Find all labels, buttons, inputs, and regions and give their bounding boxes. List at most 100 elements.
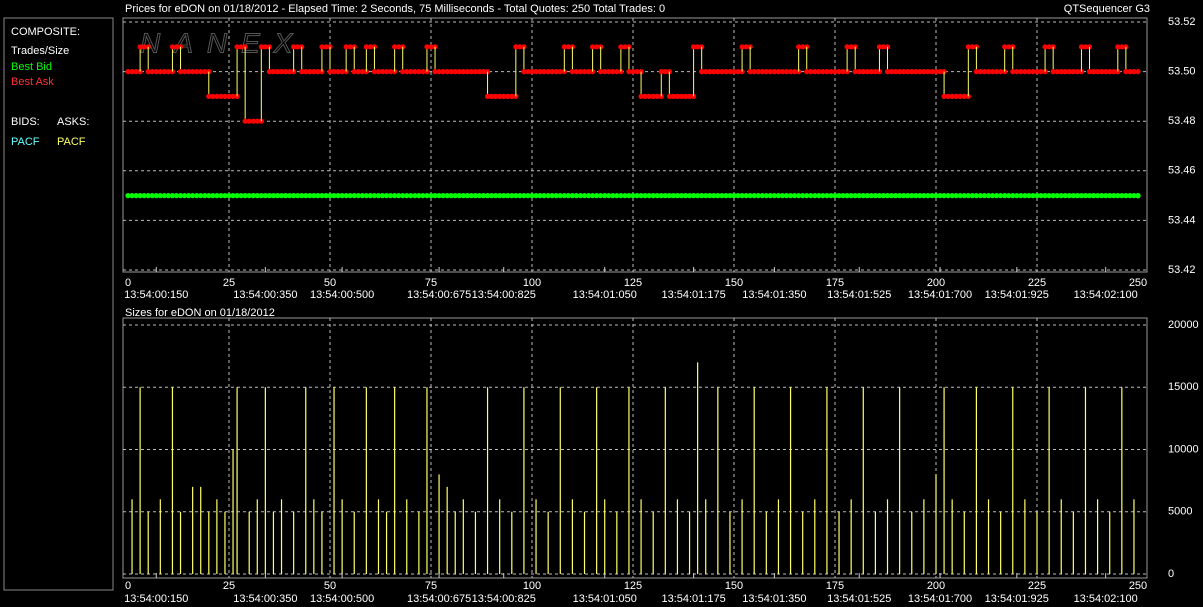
time-tick-label: 13:54:00:825 [472,289,536,301]
quote-dot [444,193,450,199]
legend-panel [3,17,114,591]
quote-dot [933,69,939,75]
price-segment [145,69,176,75]
quote-dot [299,193,305,199]
y-tick-label: 53.46 [1168,165,1196,177]
quote-dot [856,193,862,199]
quote-dot [230,193,236,199]
time-tick-label: 13:54:02:100 [1074,593,1138,605]
quote-dot [994,193,1000,199]
quote-dot [626,193,632,199]
quote-dot [497,193,503,199]
quote-dot [884,69,891,75]
quote-dot [719,69,725,75]
quote-dot [800,193,806,199]
quote-dot [319,44,325,50]
quote-dot [691,44,697,50]
price-segment [852,69,883,75]
quote-dot [650,193,656,199]
quote-dot [957,93,963,99]
quote-dot [614,193,620,199]
x-tick-label: 50 [324,277,336,289]
quote-dot [638,93,644,99]
quote-dot [218,193,224,199]
quote-dot [388,193,394,199]
quote-dot [545,193,551,199]
quote-dot [581,193,588,199]
quote-dot [771,193,778,199]
quote-dot [767,193,773,199]
quote-dot [1103,193,1109,199]
quote-dot [929,69,935,75]
quote-dot [1038,193,1044,199]
quote-dot [1054,69,1060,75]
quote-dot [509,193,515,199]
quote-dot [489,193,495,199]
quote-dot [355,193,361,199]
quote-dot [715,69,721,75]
quote-dot [472,69,479,75]
quote-dot [186,193,192,199]
quote-dot [254,118,260,124]
quote-dot [242,118,248,124]
quote-dot [335,69,341,75]
quote-dot [480,193,487,199]
price-segment [327,69,349,75]
quote-dot [824,69,830,75]
quote-dot [266,193,272,199]
time-tick-label: 13:54:01:350 [742,593,806,605]
quote-dot [747,69,753,75]
quote-dot [392,44,398,50]
quote-dot [614,69,620,75]
quote-dot [699,69,705,75]
quote-dot [367,44,373,50]
chart-title: Sizes for eDON on 01/18/2012 [125,307,275,319]
quote-dot [662,193,668,199]
quote-dot [638,193,644,199]
x-tick-label: 225 [1028,277,1046,289]
quote-dot [888,193,895,199]
price-segment [561,44,576,50]
quote-dot [565,44,571,50]
quote-dot [307,69,313,75]
quote-dot [448,193,454,199]
quote-dot [618,44,624,50]
quote-dot [181,69,188,75]
price-segment [1135,193,1141,199]
quote-dot [169,44,176,50]
quote-dot [751,69,757,75]
quote-dot [388,69,394,75]
quote-dot [715,193,721,199]
quote-dot [921,69,927,75]
quote-dot [226,193,232,199]
quote-dot [759,69,765,75]
quote-dot [836,69,842,75]
quote-dot [654,93,660,99]
quote-dot [1054,193,1060,199]
quote-dot [1095,69,1101,75]
legend-entry: PACF [57,136,86,148]
quote-dot [836,193,842,199]
quote-dot [242,193,248,199]
quote-dot [674,193,681,199]
time-tick-label: 13:54:01:175 [661,593,725,605]
quote-dot [186,69,192,75]
quote-dot [1074,69,1080,75]
quote-dot [404,69,410,75]
quote-dot [1050,69,1056,75]
quote-dot [347,44,353,50]
quote-dot [1099,193,1105,199]
price-segment [206,93,240,99]
quote-dot [1090,193,1097,199]
quote-dot [630,69,636,75]
quote-dot [125,69,131,75]
quote-dot [755,193,761,199]
quote-dot [230,93,236,99]
legend-heading: ASKS: [57,116,89,128]
quote-dot [153,69,159,75]
quote-dot [161,193,167,199]
quote-dot [181,193,188,199]
quote-dot [961,193,967,199]
quote-dot [743,193,749,199]
quote-dot [537,69,543,75]
